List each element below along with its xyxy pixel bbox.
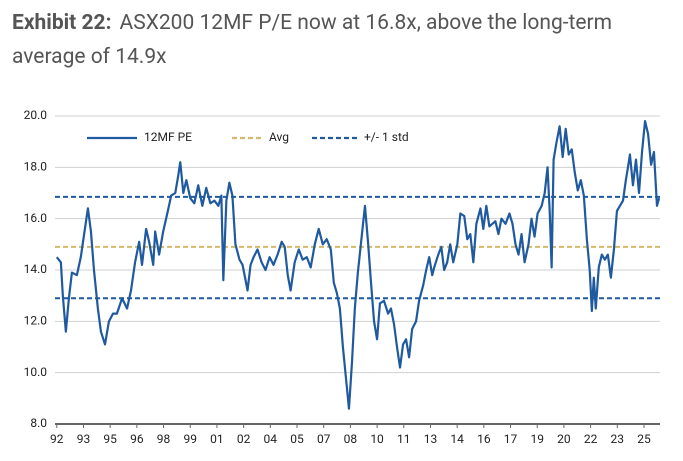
- title-text: ASX200 12MF P/E now at 16.8x, above the …: [12, 11, 613, 69]
- x-tick-label: 10: [370, 432, 384, 446]
- x-tick-label: 96: [130, 432, 144, 446]
- x-tick-label: 99: [183, 432, 197, 446]
- x-tick-label: 25: [637, 432, 651, 446]
- x-tick-label: 17: [504, 432, 518, 446]
- x-tick-label: 04: [264, 432, 278, 446]
- x-tick-label: 01: [210, 432, 224, 446]
- y-tick-label: 12.0: [24, 314, 48, 328]
- x-tick-label: 92: [50, 432, 64, 446]
- x-tick-label: 14: [450, 432, 464, 446]
- legend-label: Avg: [269, 130, 289, 144]
- y-tick-label: 16.0: [24, 211, 48, 225]
- title: Exhibit 22: ASX200 12MF P/E now at 16.8x,…: [12, 6, 652, 74]
- y-tick-label: 20.0: [24, 108, 48, 122]
- x-tick-label: 22: [584, 432, 598, 446]
- y-tick-label: 8.0: [30, 416, 47, 430]
- y-tick-label: 10.0: [24, 365, 48, 379]
- x-tick-label: 07: [317, 432, 331, 446]
- x-tick-label: 02: [237, 432, 251, 446]
- x-tick-label: 05: [290, 432, 304, 446]
- legend-label: 12MF PE: [144, 130, 192, 144]
- x-tick-label: 98: [157, 432, 171, 446]
- x-tick-label: 08: [344, 432, 358, 446]
- title-label: Exhibit 22:: [12, 11, 112, 35]
- y-tick-label: 18.0: [24, 160, 48, 174]
- x-tick-label: 20: [557, 432, 571, 446]
- x-tick-label: 93: [77, 432, 91, 446]
- x-tick-label: 16: [477, 432, 491, 446]
- pe-line: [55, 120, 661, 410]
- legend-label: +/- 1 std: [364, 130, 409, 144]
- x-tick-label: 95: [103, 432, 117, 446]
- x-tick-label: 11: [397, 432, 411, 446]
- y-tick-label: 14.0: [24, 262, 48, 276]
- x-tick-label: 23: [611, 432, 625, 446]
- x-tick-label: 13: [424, 432, 438, 446]
- x-tick-label: 19: [530, 432, 544, 446]
